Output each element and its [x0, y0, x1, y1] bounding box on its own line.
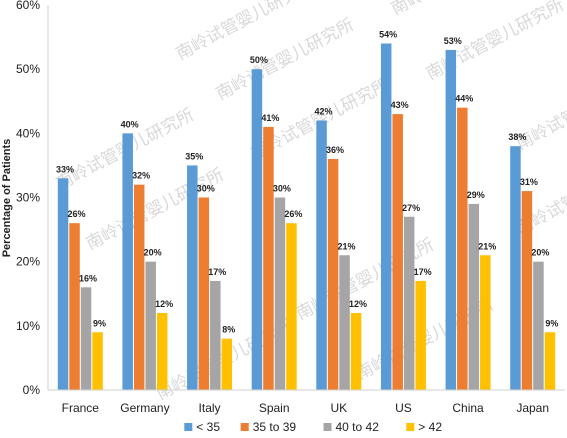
y-tick-label: 60% — [16, 0, 40, 12]
data-label-us-35: 54% — [379, 30, 397, 40]
x-axis: France Germany Italy Spain UK US China Japan — [48, 389, 565, 415]
bar-spain-35 — [251, 69, 263, 391]
y-tick-label: 30% — [16, 191, 40, 205]
data-label-spain-42: 26% — [284, 209, 302, 219]
bar-china-42 — [480, 255, 491, 390]
data-label-china-35: 53% — [444, 36, 462, 46]
bar-italy-42 — [221, 338, 233, 390]
data-label-uk-42: 12% — [349, 299, 367, 309]
bar-spain-42 — [286, 223, 297, 390]
bar-japan-35-to-39 — [521, 191, 533, 390]
data-label-germany-42: 12% — [155, 299, 173, 309]
bar-china-40-to-42 — [468, 203, 480, 390]
bar-uk-35-to-39 — [327, 159, 339, 390]
legend-swatch-40-to-42 — [323, 423, 332, 431]
bar-italy-35 — [187, 165, 198, 390]
data-label-france-35-to-39: 26% — [68, 209, 86, 219]
data-label-spain-35: 50% — [250, 55, 268, 65]
data-label-japan-42: 9% — [545, 318, 558, 328]
x-tick-label-france: France — [62, 401, 100, 415]
bar-japan-42 — [544, 332, 556, 390]
data-label-china-35-to-39: 44% — [455, 94, 473, 104]
data-label-italy-42: 8% — [222, 325, 235, 335]
data-label-uk-40-to-42: 21% — [338, 241, 356, 251]
data-label-france-42: 9% — [93, 318, 106, 328]
bar-uk-40-to-42 — [339, 255, 350, 390]
data-label-japan-40-to-42: 20% — [531, 248, 549, 258]
data-label-spain-40-to-42: 30% — [273, 184, 291, 194]
data-label-japan-35-to-39: 31% — [520, 177, 538, 187]
data-label-france-40-to-42: 16% — [79, 273, 97, 283]
y-tick-label: 10% — [16, 319, 40, 333]
data-label-us-40-to-42: 27% — [402, 203, 420, 213]
legend-label-35-to-39: 35 to 39 — [253, 420, 297, 434]
legend-swatch-35-to-39 — [240, 423, 249, 431]
bar-us-35-to-39 — [392, 114, 403, 390]
y-tick-label: 50% — [16, 62, 40, 76]
bar-us-42 — [415, 280, 426, 390]
bar-uk-42 — [350, 313, 362, 390]
y-axis: 0% 10% 20% 30% 40% 50% 60% — [16, 0, 49, 397]
data-label-uk-35-to-39: 36% — [326, 145, 344, 155]
bar-germany-42 — [156, 313, 168, 390]
data-label-spain-35-to-39: 41% — [261, 113, 279, 123]
data-label-italy-35-to-39: 30% — [197, 184, 215, 194]
data-label-france-35: 33% — [56, 164, 74, 174]
x-tick-label-germany: Germany — [120, 401, 169, 415]
legend-swatch-42 — [406, 423, 415, 431]
data-label-germany-35: 40% — [121, 119, 139, 129]
bar-italy-40-to-42 — [210, 280, 221, 390]
y-tick-label: 40% — [16, 126, 40, 140]
bar-france-35 — [57, 178, 69, 390]
data-label-uk-35: 42% — [315, 107, 333, 117]
bar-uk-35 — [316, 120, 327, 390]
y-axis-title: Percentage of Patients — [1, 139, 13, 258]
legend-label-40-to-42: 40 to 42 — [336, 420, 380, 434]
bar-china-35-to-39 — [457, 107, 468, 391]
legend-label-35: < 35 — [196, 420, 220, 434]
x-tick-label-japan: Japan — [516, 401, 549, 415]
bar-us-40-to-42 — [403, 216, 415, 390]
legend: < 35 35 to 39 40 to 42 > 42 — [184, 420, 442, 434]
data-label-china-40-to-42: 29% — [467, 190, 485, 200]
bar-germany-35-to-39 — [133, 184, 145, 390]
data-label-china-42: 21% — [478, 241, 496, 251]
bar-italy-35-to-39 — [198, 197, 210, 390]
watermark-text: 南岭试管婴儿研究所 — [513, 150, 567, 239]
data-label-germany-40-to-42: 20% — [144, 248, 162, 258]
legend-swatch-35 — [184, 423, 193, 431]
x-tick-label-spain: Spain — [259, 401, 290, 415]
bar-japan-40-to-42 — [533, 261, 544, 390]
bar-germany-40-to-42 — [145, 261, 156, 390]
bar-france-42 — [92, 332, 103, 390]
y-tick-label: 20% — [16, 255, 40, 269]
bar-spain-35-to-39 — [263, 126, 274, 391]
x-tick-label-us: US — [395, 401, 412, 415]
data-label-italy-35: 35% — [185, 151, 203, 161]
bar-france-40-to-42 — [80, 287, 92, 390]
bar-spain-40-to-42 — [274, 197, 286, 390]
watermark-text: 南岭试管婴儿研究所 — [388, 0, 532, 19]
bar-germany-35 — [122, 133, 133, 390]
data-label-germany-35-to-39: 32% — [132, 171, 150, 181]
bars-layer — [57, 43, 556, 391]
bar-france-35-to-39 — [69, 223, 80, 390]
bar-china-35 — [445, 49, 457, 391]
bar-japan-35 — [510, 146, 521, 390]
data-labels-layer: 33% 26% 16% 9% 40% 32% 20% 12% 35% 30% 17% 8% 50% 41%… — [56, 30, 558, 335]
data-label-japan-35: 38% — [508, 132, 526, 142]
data-label-us-35-to-39: 43% — [391, 100, 409, 110]
data-label-us-42: 17% — [414, 267, 432, 277]
x-tick-label-china: China — [452, 401, 484, 415]
bar-us-35 — [380, 43, 392, 390]
x-tick-label-italy: Italy — [199, 401, 221, 415]
x-tick-label-uk: UK — [330, 401, 347, 415]
legend-label-42: > 42 — [418, 420, 442, 434]
y-tick-label: 0% — [23, 383, 41, 397]
data-label-italy-40-to-42: 17% — [208, 267, 226, 277]
